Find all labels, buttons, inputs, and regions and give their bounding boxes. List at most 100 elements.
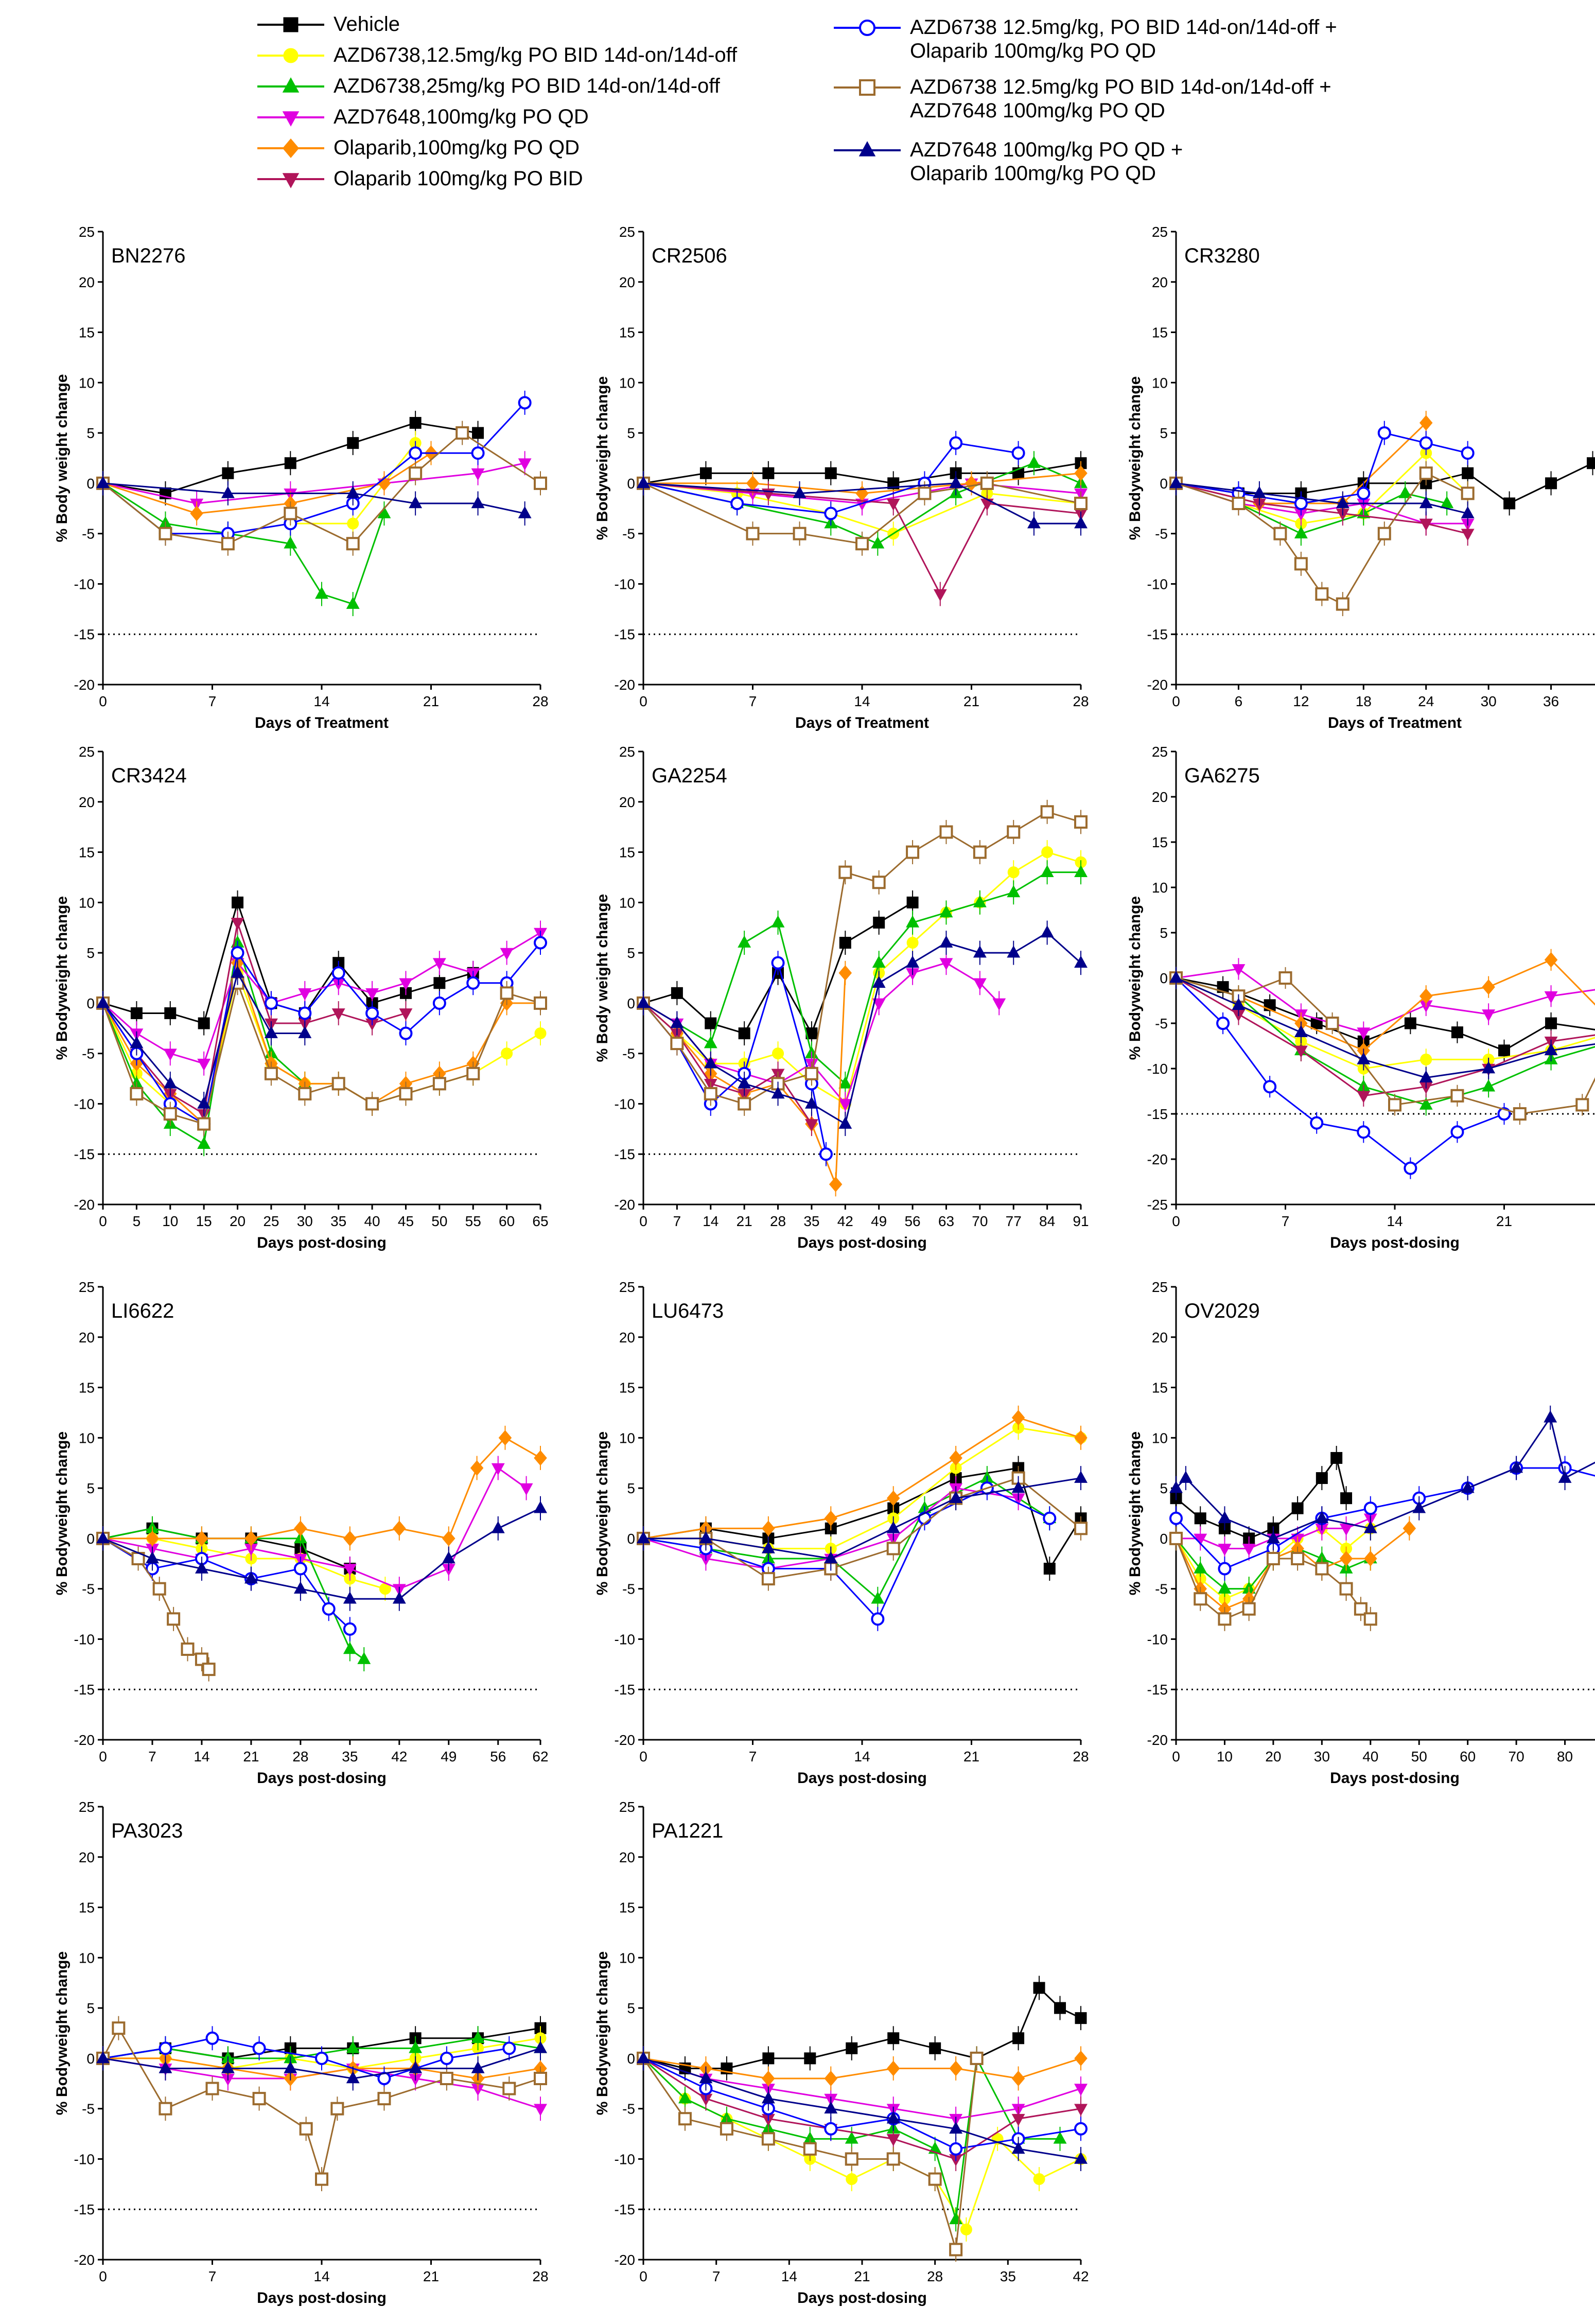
data-point (299, 2122, 313, 2136)
data-point (1336, 496, 1349, 509)
x-tick-label: 42 (837, 1213, 853, 1229)
data-point (1074, 1522, 1088, 1535)
legend-marker (858, 141, 876, 156)
data-point (284, 457, 296, 469)
data-point (1242, 1544, 1256, 1556)
data-point (1316, 1472, 1328, 1484)
series-line (102, 2026, 541, 2182)
data-point (855, 485, 869, 501)
data-point (130, 1007, 143, 1019)
y-tick-label: 25 (79, 1279, 95, 1295)
y-tick-label: 10 (1152, 375, 1168, 391)
chart-title: CR3424 (111, 764, 187, 787)
data-point (409, 2041, 423, 2053)
data-point (471, 2061, 485, 2073)
data-point (346, 2041, 360, 2053)
data-point (284, 506, 297, 520)
series-line (643, 1986, 1081, 2069)
y-tick-label: 25 (619, 1799, 635, 1815)
x-tick-label: 20 (1265, 1749, 1281, 1764)
data-point (637, 2051, 650, 2064)
series-line (643, 442, 1019, 515)
y-axis-label: % Bodyweight change (594, 1951, 611, 2115)
data-point (1218, 1544, 1232, 1556)
series-combo_azd6738_ola (637, 951, 833, 1166)
data-point (1461, 486, 1475, 500)
data-point (771, 1086, 785, 1099)
data-point (1497, 1107, 1511, 1121)
data-point (704, 1056, 717, 1069)
y-tick-label: 5 (86, 945, 95, 961)
data-point (346, 597, 360, 609)
data-point (949, 2121, 963, 2134)
data-point (466, 1067, 480, 1080)
chart-panel-ga6275: -25-20-15-10-5051015202507142128GA6275Da… (1127, 741, 1595, 1269)
data-point (1033, 1982, 1045, 1994)
data-point (197, 1058, 211, 1071)
data-point (824, 1510, 838, 1526)
y-tick-label: -20 (615, 1732, 635, 1748)
data-point (491, 1521, 505, 1533)
series-line (102, 2047, 541, 2080)
x-tick-label: 0 (99, 1749, 107, 1764)
data-point (130, 1036, 144, 1049)
x-tick-label: 28 (927, 2268, 943, 2284)
series-line (102, 922, 406, 1115)
data-point (534, 2072, 547, 2085)
legend-swatch-combo_azd6738_ola (834, 20, 901, 36)
x-tick-label: 56 (904, 1213, 920, 1229)
y-tick-label: 5 (627, 2000, 635, 2016)
y-tick-label: -20 (1147, 1732, 1168, 1748)
series-line (642, 960, 827, 1155)
data-point (804, 1067, 818, 1080)
data-point (491, 1463, 505, 1476)
data-point (331, 1077, 345, 1091)
y-tick-label: 25 (79, 744, 95, 760)
data-point (1074, 2050, 1088, 2066)
data-point (96, 1531, 110, 1544)
series-combo_azd6738_azd7648 (637, 2046, 984, 2262)
data-point (1074, 497, 1088, 510)
data-point (442, 1551, 455, 1564)
data-point (1587, 457, 1595, 469)
y-tick-label: -20 (615, 677, 635, 693)
y-tick-label: 15 (79, 1380, 95, 1396)
data-point (1461, 1480, 1475, 1493)
data-point (181, 1642, 195, 1656)
data-point (399, 1008, 413, 1021)
x-axis-label: Days of Treatment (1328, 714, 1462, 731)
data-point (1354, 1602, 1368, 1616)
data-point (846, 2042, 858, 2054)
data-point (1482, 1061, 1496, 1074)
data-point (825, 467, 837, 479)
x-tick-label: 14 (194, 1749, 209, 1764)
series-azd7648 (96, 451, 532, 516)
y-tick-label: 25 (619, 224, 635, 240)
data-point (949, 436, 963, 450)
data-point (824, 2122, 838, 2136)
series-line (643, 1417, 1081, 1540)
y-tick-label: -5 (1155, 1581, 1168, 1597)
data-point (746, 527, 760, 540)
data-point (1357, 1091, 1371, 1104)
y-tick-label: 15 (619, 325, 635, 341)
data-point (534, 476, 547, 490)
data-point (164, 1007, 177, 1019)
data-point (346, 537, 360, 551)
data-point (472, 427, 484, 439)
x-tick-label: 20 (230, 1213, 246, 1229)
x-tick-label: 70 (1509, 1749, 1524, 1764)
x-tick-label: 28 (532, 693, 548, 709)
data-point (534, 2041, 547, 2053)
series-combo_azd7648_ola (96, 960, 312, 1116)
data-point (365, 1006, 379, 1020)
x-tick-label: 14 (854, 1749, 870, 1764)
data-point (1388, 1098, 1401, 1112)
data-point (1012, 2032, 1025, 2045)
data-point (678, 2091, 692, 2104)
data-point (678, 2112, 692, 2126)
y-tick-label: 0 (86, 1531, 95, 1547)
data-point (871, 1591, 885, 1604)
y-axis-label: % Bodyweight change (54, 1951, 71, 2115)
data-point (112, 2021, 126, 2035)
